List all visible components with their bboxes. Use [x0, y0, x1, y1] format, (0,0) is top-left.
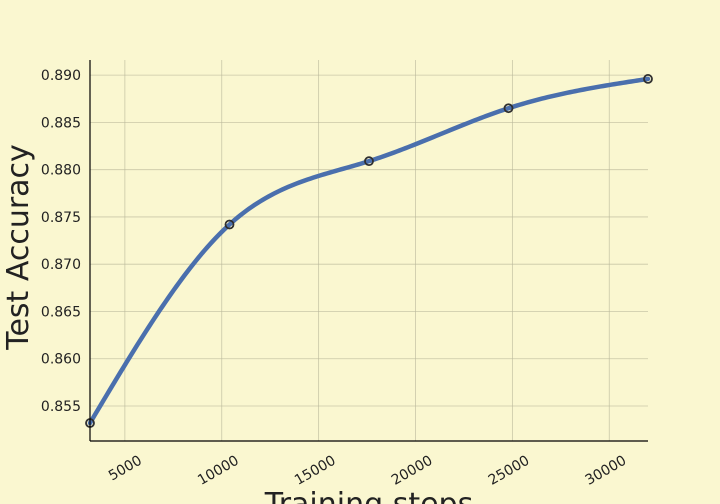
y-tick-label-7: 0.890 [41, 68, 81, 84]
series-line-0 [87, 76, 651, 426]
y-axis-title: Test Accuracy [1, 144, 36, 351]
y-tick-label-4: 0.875 [41, 210, 81, 226]
data-point-0-4 [643, 74, 653, 84]
data-point-0-2 [364, 156, 374, 167]
y-tick-label-6: 0.885 [41, 115, 81, 131]
axes [89, 60, 648, 442]
data-point-0-1 [224, 219, 235, 230]
data-point-0-3 [503, 103, 514, 114]
y-tick-label-0: 0.855 [41, 399, 81, 415]
y-tick-label-2: 0.865 [41, 304, 81, 320]
grid [90, 60, 648, 441]
y-tick-label-1: 0.860 [41, 352, 81, 368]
y-tick-label-3: 0.870 [41, 257, 81, 273]
y-tick-label-5: 0.880 [41, 163, 81, 179]
x-axis-title: Training steps [264, 487, 473, 504]
series-layer [85, 74, 653, 428]
